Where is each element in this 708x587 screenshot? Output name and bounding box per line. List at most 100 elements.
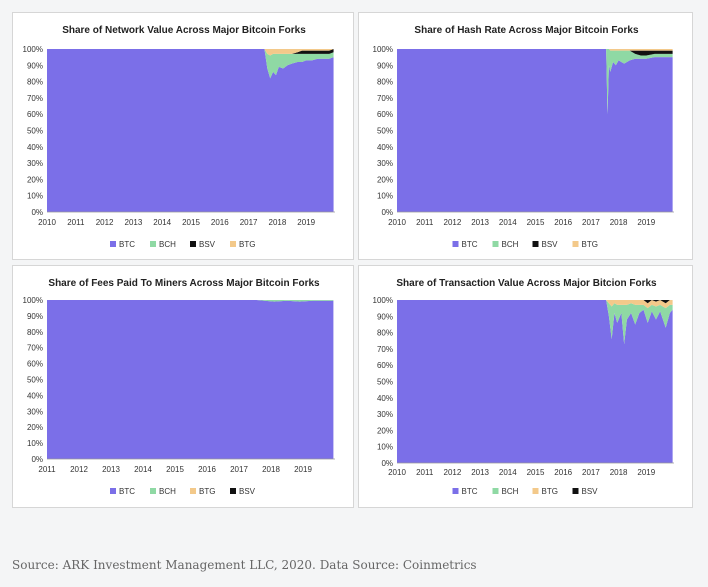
y-tick-label: 40% xyxy=(27,143,43,152)
transaction-value-panel: Share of Transaction Value Across Major … xyxy=(358,265,693,508)
series-area-btg xyxy=(47,49,334,56)
y-tick-label: 60% xyxy=(27,110,43,119)
x-tick-label: 2019 xyxy=(637,468,655,477)
network-value-panel: Share of Network Value Across Major Bitc… xyxy=(12,12,354,260)
series-area-bch xyxy=(397,300,673,345)
x-tick-label: 2014 xyxy=(499,468,517,477)
x-tick-label: 2010 xyxy=(388,468,406,477)
x-tick-label: 2018 xyxy=(610,468,628,477)
y-tick-label: 30% xyxy=(377,159,393,168)
y-tick-label: 0% xyxy=(381,459,393,468)
legend-swatch-btg xyxy=(230,241,236,247)
x-tick-label: 2010 xyxy=(38,218,56,227)
x-tick-label: 2014 xyxy=(499,218,517,227)
chart-svg: Share of Hash Rate Across Major Bitcoin … xyxy=(373,25,674,249)
x-tick-label: 2018 xyxy=(262,465,280,474)
y-tick-label: 60% xyxy=(27,360,43,369)
x-tick-label: 2018 xyxy=(610,218,628,227)
x-tick-label: 2012 xyxy=(444,468,462,477)
legend-swatch-bsv xyxy=(190,241,196,247)
x-tick-label: 2017 xyxy=(582,218,600,227)
x-tick-label: 2011 xyxy=(416,468,434,477)
x-tick-label: 2016 xyxy=(554,218,572,227)
x-tick-label: 2011 xyxy=(67,218,85,227)
legend-swatch-bch xyxy=(150,241,156,247)
chart-title: Share of Network Value Across Major Bitc… xyxy=(62,25,306,36)
legend-swatch-bch xyxy=(150,488,156,494)
y-tick-label: 50% xyxy=(377,378,393,387)
series-area-btc xyxy=(397,300,673,463)
x-tick-label: 2019 xyxy=(297,218,315,227)
y-tick-label: 0% xyxy=(381,208,393,217)
chart-title: Share of Transaction Value Across Major … xyxy=(396,278,657,289)
chart-title: Share of Hash Rate Across Major Bitcoin … xyxy=(414,25,639,36)
series-area-bsv xyxy=(397,300,673,304)
x-tick-label: 2013 xyxy=(471,468,489,477)
legend-label-btg: BTG xyxy=(239,240,255,249)
series-area-bch xyxy=(47,49,334,79)
legend-swatch-bsv xyxy=(532,241,539,247)
chart-svg: Share of Network Value Across Major Bitc… xyxy=(23,25,335,249)
legend-swatch-btg xyxy=(190,488,196,494)
legend-label-bsv: BSV xyxy=(542,240,559,249)
y-tick-label: 20% xyxy=(377,175,393,184)
legend-label-btc: BTC xyxy=(462,240,478,249)
y-tick-label: 80% xyxy=(27,78,43,87)
y-tick-label: 30% xyxy=(27,159,43,168)
legend-label-btc: BTC xyxy=(462,487,478,496)
x-tick-label: 2015 xyxy=(166,465,184,474)
legend-swatch-bch xyxy=(492,488,499,494)
x-tick-label: 2010 xyxy=(388,218,406,227)
series-area-btc xyxy=(397,49,673,212)
series-area-btg xyxy=(397,49,673,51)
series-area-btc xyxy=(47,300,334,459)
legend-swatch-bch xyxy=(492,241,499,247)
y-tick-label: 90% xyxy=(27,61,43,70)
x-tick-label: 2011 xyxy=(38,465,56,474)
y-tick-label: 70% xyxy=(377,345,393,354)
y-tick-label: 10% xyxy=(27,192,43,201)
y-tick-label: 20% xyxy=(27,423,43,432)
legend-label-bsv: BSV xyxy=(239,487,256,496)
y-tick-label: 50% xyxy=(27,127,43,136)
y-tick-label: 10% xyxy=(377,443,393,452)
x-tick-label: 2019 xyxy=(637,218,655,227)
x-tick-label: 2013 xyxy=(471,218,489,227)
x-tick-label: 2016 xyxy=(554,468,572,477)
chart-svg: Share of Fees Paid To Miners Across Majo… xyxy=(23,278,335,496)
legend-swatch-btc xyxy=(452,488,459,494)
legend-swatch-btc xyxy=(452,241,459,247)
y-tick-label: 80% xyxy=(377,329,393,338)
legend-label-btg: BTG xyxy=(542,487,558,496)
legend-swatch-bsv xyxy=(572,488,579,494)
x-tick-label: 2016 xyxy=(198,465,216,474)
legend-swatch-btc xyxy=(110,488,116,494)
x-tick-label: 2016 xyxy=(211,218,229,227)
y-tick-label: 90% xyxy=(27,312,43,321)
source-caption: Source: ARK Investment Management LLC, 2… xyxy=(12,558,477,572)
y-tick-label: 100% xyxy=(23,296,43,305)
y-tick-label: 30% xyxy=(27,407,43,416)
y-tick-label: 70% xyxy=(377,94,393,103)
x-tick-label: 2015 xyxy=(527,468,545,477)
fees-paid-panel: Share of Fees Paid To Miners Across Majo… xyxy=(12,265,354,508)
y-tick-label: 100% xyxy=(23,45,43,54)
legend-label-bch: BCH xyxy=(159,487,176,496)
legend-swatch-btg xyxy=(532,488,539,494)
y-tick-label: 50% xyxy=(27,376,43,385)
series-area-bch xyxy=(47,300,334,302)
y-tick-label: 70% xyxy=(27,94,43,103)
legend-label-btc: BTC xyxy=(119,240,135,249)
y-tick-label: 40% xyxy=(27,391,43,400)
y-tick-label: 10% xyxy=(27,439,43,448)
y-tick-label: 30% xyxy=(377,410,393,419)
legend-label-btg: BTG xyxy=(199,487,215,496)
x-tick-label: 2011 xyxy=(416,218,434,227)
y-tick-label: 90% xyxy=(377,61,393,70)
y-tick-label: 50% xyxy=(377,127,393,136)
x-tick-label: 2018 xyxy=(269,218,287,227)
y-tick-label: 70% xyxy=(27,344,43,353)
y-tick-label: 100% xyxy=(373,296,393,305)
x-tick-label: 2012 xyxy=(444,218,462,227)
x-tick-label: 2012 xyxy=(70,465,88,474)
